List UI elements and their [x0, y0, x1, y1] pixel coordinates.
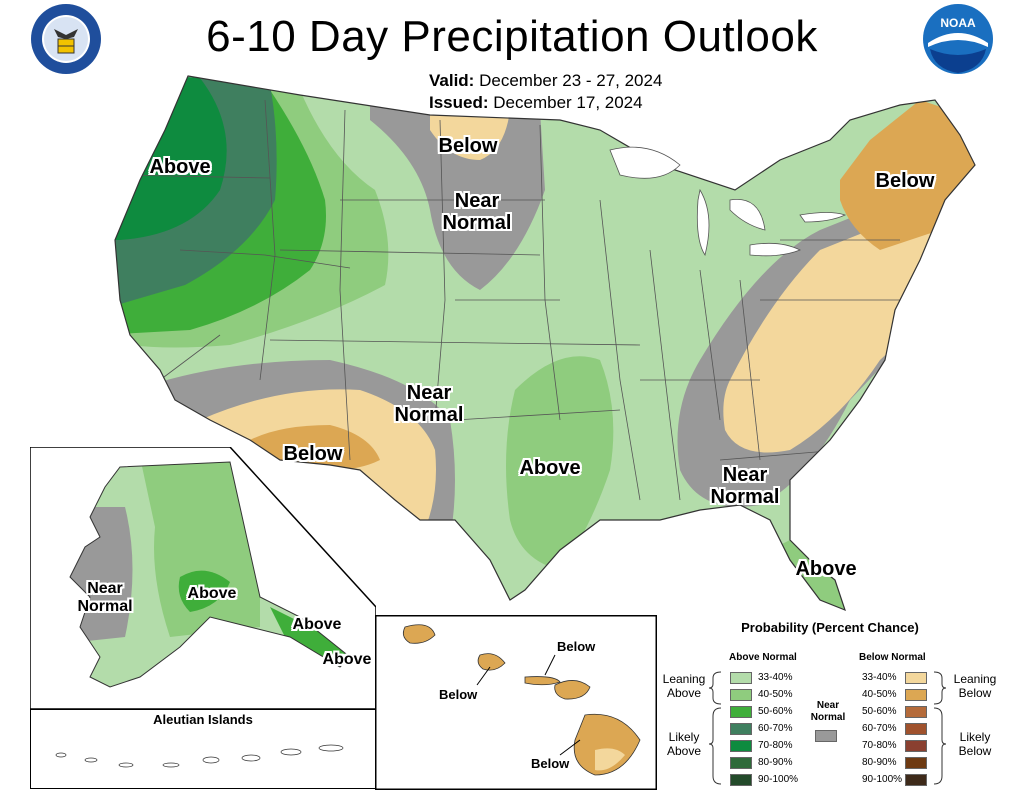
- legend-below-swatch: [905, 740, 927, 752]
- lake-erie: [749, 242, 801, 257]
- label-sw-below: Below: [283, 443, 343, 465]
- legend-above-swatch: [730, 774, 752, 786]
- big-island: [573, 713, 641, 776]
- noaa-logo-text: NOAA: [940, 16, 976, 30]
- label-ak-above-se2: Above: [322, 651, 372, 668]
- label-hi-below-3: Below: [531, 756, 570, 771]
- legend-above-header: Above Normal: [729, 652, 797, 663]
- lake-michigan: [696, 188, 710, 256]
- label-ak-above-se1: Above: [292, 616, 342, 633]
- legend-near-swatch: [815, 730, 837, 742]
- label-south-above: Above: [519, 457, 581, 479]
- issued-label: Issued:: [429, 93, 489, 112]
- legend-likely-below: Likely Below: [958, 730, 992, 758]
- legend-below-range: 33-40%: [862, 672, 897, 683]
- label-north-below: Below: [438, 135, 498, 157]
- legend-above-range: 33-40%: [758, 672, 793, 683]
- legend-below-range: 80-90%: [862, 757, 897, 768]
- alaska-inset: [30, 447, 376, 711]
- legend-below-swatch: [905, 689, 927, 701]
- legend-leaning-below: Leaning Below: [953, 672, 997, 700]
- legend-above-swatch: [730, 757, 752, 769]
- legend-above-range: 60-70%: [758, 723, 793, 734]
- issued-line: Issued: December 17, 2024: [429, 93, 643, 113]
- kauai-island: [402, 624, 436, 644]
- legend-above-swatch: [730, 672, 752, 684]
- legend-below-header: Below Normal: [859, 652, 926, 663]
- label-ak-near-normal: Near Normal: [77, 580, 133, 615]
- issued-date: December 17, 2024: [493, 93, 643, 112]
- legend-above-range: 80-90%: [758, 757, 793, 768]
- oahu-island: [477, 653, 506, 671]
- label-nw-above: Above: [149, 156, 211, 178]
- legend-above-range: 40-50%: [758, 689, 793, 700]
- maui-island: [554, 680, 591, 700]
- label-north-near-normal: Near Normal: [442, 190, 512, 234]
- legend-above-swatch: [730, 723, 752, 735]
- legend-likely-above: Likely Above: [666, 730, 702, 758]
- legend-below-swatch: [905, 774, 927, 786]
- page-title: 6-10 Day Precipitation Outlook: [206, 12, 818, 61]
- lake-huron: [729, 198, 766, 231]
- label-ak-above: Above: [187, 585, 237, 602]
- aleutian-label: Aleutian Islands: [153, 712, 253, 727]
- valid-date: December 23 - 27, 2024: [479, 71, 663, 90]
- legend-below-range: 40-50%: [862, 689, 897, 700]
- label-sw-near-normal: Near Normal: [394, 382, 464, 426]
- legend-above-swatch: [730, 689, 752, 701]
- commerce-seal-icon: [31, 4, 101, 74]
- legend-near-header: Near Normal: [810, 700, 846, 723]
- aleutian-islands: [55, 744, 344, 768]
- legend-above-range: 70-80%: [758, 740, 793, 751]
- lake-ontario: [799, 212, 847, 223]
- big-island-leaning: [595, 748, 625, 771]
- legend-above-braces: [708, 671, 722, 785]
- lake-superior: [609, 146, 681, 179]
- label-ne-below: Below: [875, 170, 935, 192]
- noaa-logo-icon: NOAA: [923, 4, 993, 74]
- valid-line: Valid: December 23 - 27, 2024: [429, 71, 662, 91]
- legend-title: Probability (Percent Chance): [741, 620, 919, 635]
- legend-above-swatch: [730, 740, 752, 752]
- hawaii-inset: [375, 615, 657, 790]
- legend-above-swatch: [730, 706, 752, 718]
- molokai-island: [524, 676, 561, 686]
- label-se-near-normal: Near Normal: [710, 464, 780, 508]
- label-hi-below-2: Below: [439, 687, 478, 702]
- aleutian-inset: Aleutian Islands: [30, 709, 376, 789]
- legend-below-swatch: [905, 757, 927, 769]
- legend-below-range: 60-70%: [862, 723, 897, 734]
- label-fl-above: Above: [795, 558, 857, 580]
- legend-below-range: 90-100%: [862, 774, 903, 785]
- legend-below-range: 50-60%: [862, 706, 897, 717]
- legend-below-range: 70-80%: [862, 740, 897, 751]
- legend-below-braces: [933, 671, 947, 785]
- legend-above-range: 50-60%: [758, 706, 793, 717]
- legend-below-swatch: [905, 672, 927, 684]
- legend-below-swatch: [905, 706, 927, 718]
- legend-below-swatch: [905, 723, 927, 735]
- valid-label: Valid:: [429, 71, 475, 90]
- label-hi-below-1: Below: [557, 639, 596, 654]
- legend-leaning-above: Leaning Above: [662, 672, 706, 700]
- legend-above-range: 90-100%: [758, 774, 799, 785]
